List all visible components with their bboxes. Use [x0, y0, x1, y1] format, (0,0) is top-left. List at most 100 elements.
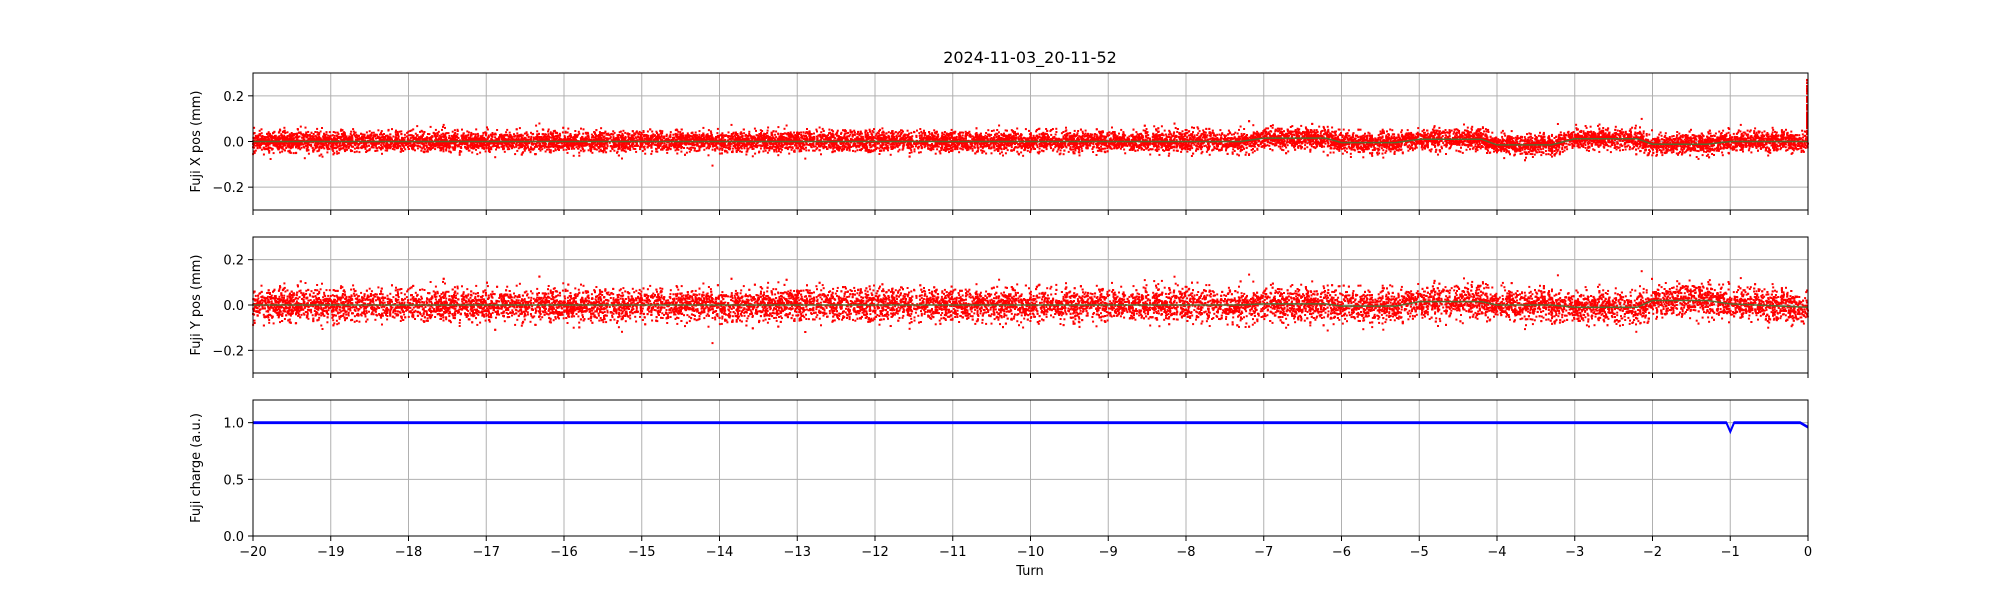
scatter-point	[1013, 132, 1015, 135]
scatter-point	[290, 141, 293, 144]
scatter-point	[665, 135, 668, 137]
scatter-point	[1213, 147, 1216, 150]
scatter-point	[804, 132, 807, 135]
scatter-point	[467, 131, 470, 134]
scatter-point	[1186, 150, 1189, 153]
scatter-point	[1539, 145, 1542, 148]
scatter-point	[1319, 132, 1322, 135]
scatter-point	[942, 136, 945, 138]
scatter-point	[755, 129, 757, 132]
scatter-point	[1686, 140, 1689, 143]
scatter-point	[1556, 150, 1559, 153]
scatter-point	[759, 129, 762, 132]
scatter-point	[633, 134, 635, 137]
scatter-point	[651, 130, 654, 133]
scatter-point	[802, 134, 805, 137]
scatter-point	[305, 149, 308, 152]
scatter-point	[982, 141, 985, 144]
scatter-point	[1315, 143, 1318, 146]
scatter-point	[1002, 154, 1004, 157]
scatter-point	[1219, 129, 1222, 132]
scatter-point	[877, 132, 880, 135]
scatter-point	[1529, 132, 1532, 135]
scatter-point	[254, 149, 257, 152]
scatter-point	[709, 145, 712, 148]
scatter-point	[732, 131, 735, 134]
scatter-point	[1659, 131, 1662, 134]
scatter-point	[259, 146, 262, 149]
scatter-point	[1525, 151, 1528, 154]
scatter-point	[1503, 144, 1506, 147]
scatter-point	[983, 150, 986, 153]
scatter-point	[1124, 152, 1127, 155]
scatter-point	[1729, 134, 1732, 137]
scatter-point	[1190, 142, 1193, 145]
scatter-point	[1690, 128, 1692, 131]
scatter-point	[1265, 135, 1267, 138]
scatter-point	[1596, 143, 1599, 146]
scatter-point	[1429, 150, 1432, 153]
scatter-point	[306, 134, 309, 136]
scatter-point	[1039, 136, 1042, 139]
scatter-point	[740, 132, 743, 135]
scatter-point	[899, 135, 902, 138]
scatter-point	[1061, 144, 1064, 147]
scatter-point	[1093, 137, 1096, 140]
scatter-point	[627, 146, 629, 149]
scatter-point	[1338, 148, 1341, 150]
scatter-point	[644, 152, 647, 155]
scatter-point	[1162, 134, 1165, 137]
scatter-point	[1435, 131, 1438, 134]
scatter-point	[632, 147, 635, 150]
scatter-point	[1000, 151, 1003, 154]
scatter-point	[1200, 148, 1203, 151]
scatter-point	[486, 138, 489, 140]
scatter-point	[1801, 129, 1804, 132]
scatter-point	[1045, 128, 1048, 130]
scatter-point	[1108, 144, 1111, 147]
scatter-point	[1393, 152, 1396, 155]
scatter-point	[387, 128, 390, 131]
scatter-point	[953, 132, 956, 135]
scatter-point	[1081, 150, 1084, 152]
scatter-point	[716, 132, 719, 135]
scatter-point	[1376, 153, 1379, 156]
scatter-point	[1256, 130, 1259, 133]
scatter-point	[1461, 143, 1464, 146]
scatter-point	[569, 133, 572, 135]
scatter-point	[752, 144, 755, 147]
scatter-point	[721, 136, 724, 139]
scatter-point	[1588, 145, 1591, 148]
scatter-point	[609, 137, 612, 140]
scatter-point	[1146, 131, 1149, 134]
scatter-point	[416, 147, 419, 150]
scatter-point	[494, 136, 497, 139]
scatter-point	[1506, 135, 1509, 138]
scatter-point	[754, 152, 757, 155]
scatter-point	[1330, 133, 1333, 136]
scatter-point	[1056, 150, 1059, 153]
scatter-point	[372, 131, 375, 134]
scatter-point	[1076, 132, 1079, 135]
scatter-point	[328, 147, 331, 150]
scatter-point	[808, 130, 811, 133]
scatter-point	[437, 130, 440, 133]
scatter-point	[1544, 150, 1547, 152]
scatter-point	[685, 151, 688, 154]
scatter-point	[1465, 148, 1468, 151]
scatter-point	[730, 139, 733, 142]
scatter-point	[470, 131, 473, 134]
scatter-point	[996, 142, 999, 145]
scatter-point	[1341, 136, 1344, 138]
scatter-point	[565, 138, 568, 141]
scatter-point	[1592, 148, 1595, 151]
scatter-point	[726, 144, 729, 147]
scatter-point	[1530, 150, 1533, 152]
scatter-point	[265, 142, 268, 145]
scatter-point	[1185, 141, 1187, 144]
scatter-point	[1343, 140, 1346, 143]
scatter-point	[1070, 136, 1073, 139]
scatter-point	[1089, 133, 1092, 136]
scatter-point	[680, 150, 683, 153]
